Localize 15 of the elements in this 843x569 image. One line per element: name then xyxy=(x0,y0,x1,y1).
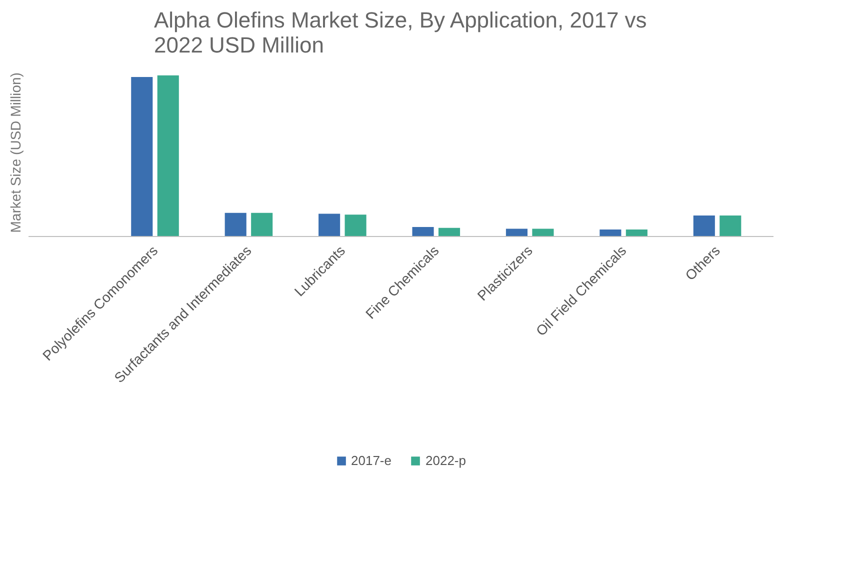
bar xyxy=(720,215,742,237)
chart-title: Alpha Olefins Market Size, By Application, 2017 vs 2022 USD Million xyxy=(154,8,647,58)
bar xyxy=(157,75,179,237)
bar xyxy=(251,212,273,237)
bar xyxy=(344,214,366,237)
legend-label: 2017-e xyxy=(351,453,392,468)
y-axis-title: Market Size (USD Million) xyxy=(8,72,24,233)
legend-label: 2022-p xyxy=(426,453,466,468)
bar xyxy=(532,228,554,237)
bar xyxy=(506,228,528,237)
bar xyxy=(318,214,340,237)
bar xyxy=(412,226,434,237)
bar xyxy=(131,77,153,237)
bar xyxy=(224,212,246,237)
bar xyxy=(693,215,715,237)
